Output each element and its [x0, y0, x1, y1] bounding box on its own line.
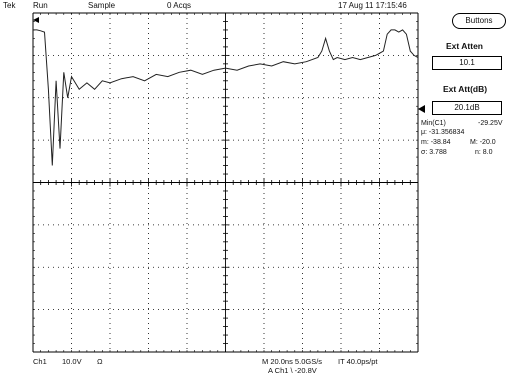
- measurement-max: M: -20.0: [470, 139, 496, 146]
- timestamp: 17 Aug 11 17:15:46: [338, 1, 407, 10]
- acquisition-count: 0 Acqs: [167, 1, 192, 10]
- ext-atten-label: Ext Atten: [446, 41, 483, 51]
- waveform-trace: [33, 29, 419, 166]
- channel-ground-marker[interactable]: [33, 17, 39, 23]
- measurement-min: m: -38.84: [421, 139, 451, 146]
- measurement-std: σ: 3.788: [421, 149, 447, 156]
- acquisition-mode[interactable]: Sample: [88, 1, 116, 10]
- ext-att-db-label: Ext Att(dB): [443, 84, 488, 94]
- trigger-readout[interactable]: A Ch1 \ -20.8V: [268, 366, 317, 375]
- trigger-level-marker[interactable]: [418, 105, 425, 113]
- grid-lines: [32, 12, 419, 353]
- bottom-status-bar: Ch1 10.0V Ω M 20.0ns 5.0GS/s IT 40.0ps/p…: [0, 355, 440, 376]
- ext-att-db-field[interactable]: 20.1dB: [432, 101, 502, 115]
- measurement-value: -29.25V: [478, 120, 503, 127]
- markers: [33, 17, 425, 113]
- record-resolution: IT 40.0ps/pt: [338, 357, 378, 366]
- status-bar: Tek Run Sample 0 Acqs 17 Aug 11 17:15:46: [0, 0, 440, 12]
- timebase[interactable]: M 20.0ns 5.0GS/s: [262, 357, 323, 366]
- brand-label: Tek: [3, 1, 16, 10]
- measurement-name: Min(C1): [421, 120, 446, 127]
- buttons-button[interactable]: Buttons: [452, 13, 506, 29]
- measurement-count: n: 8.0: [475, 149, 493, 156]
- run-state[interactable]: Run: [33, 1, 48, 10]
- grid-ticks: [32, 12, 419, 353]
- coupling-symbol: Ω: [97, 357, 103, 366]
- channel-label[interactable]: Ch1: [33, 357, 47, 366]
- ext-atten-field[interactable]: 10.1: [432, 56, 502, 70]
- vertical-scale[interactable]: 10.0V: [62, 357, 82, 366]
- measurement-mean: μ: -31.356834: [421, 129, 465, 136]
